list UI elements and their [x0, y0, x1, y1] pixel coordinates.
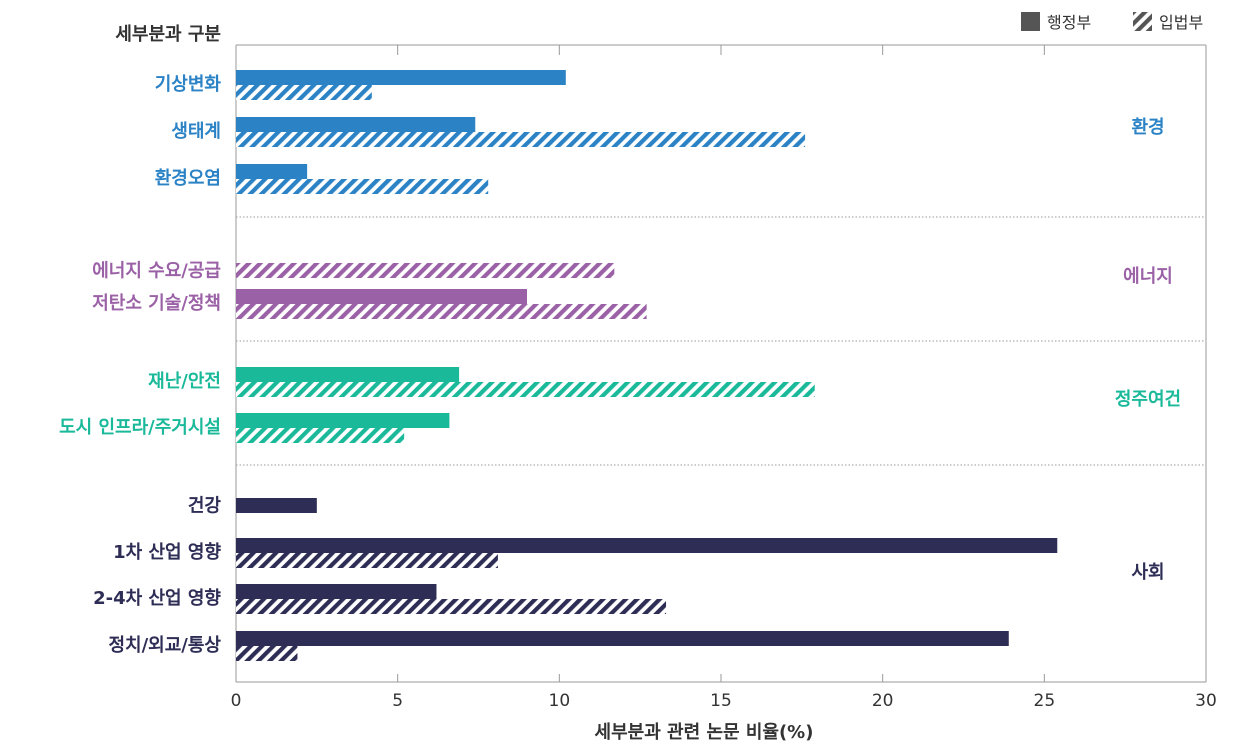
bar-입법부: [236, 132, 806, 147]
legend-swatch-입법부: [1133, 12, 1152, 31]
category-label: 생태계: [171, 121, 221, 142]
bar-행정부: [236, 164, 308, 179]
bar-행정부: [236, 367, 460, 382]
x-tick-label: 30: [1195, 691, 1217, 711]
category-label: 1차 산업 영향: [113, 542, 221, 563]
bar-입법부: [236, 263, 615, 278]
category-label: 저탄소 기술/정책: [92, 293, 221, 314]
category-label: 도시 인프라/주거시설: [59, 417, 221, 438]
bar-입법부: [236, 553, 498, 568]
bar-행정부: [236, 413, 450, 428]
x-tick-label: 25: [1034, 691, 1056, 711]
category-label: 2-4차 산업 영향: [93, 588, 221, 609]
bar-행정부: [236, 70, 566, 85]
x-tick-label: 10: [549, 691, 571, 711]
group-label: 환경: [1131, 116, 1164, 138]
category-label: 건강: [188, 496, 222, 517]
x-axis-title: 세부분과 관련 논문 비율(%): [595, 722, 814, 743]
bar-입법부: [236, 599, 667, 614]
legend-label-입법부: 입법부: [1159, 13, 1203, 32]
bar-입법부: [236, 179, 489, 194]
x-tick-label: 5: [392, 691, 403, 711]
category-label: 재난/안전: [148, 371, 221, 392]
bar-입법부: [236, 646, 298, 661]
bar-행정부: [236, 498, 317, 513]
bar-입법부: [236, 382, 815, 397]
category-label: 정치/외교/통상: [108, 635, 221, 656]
bar-입법부: [236, 304, 647, 319]
bar-행정부: [236, 584, 437, 599]
legend-label-행정부: 행정부: [1047, 13, 1091, 32]
x-tick-label: 20: [872, 691, 894, 711]
bar-행정부: [236, 289, 527, 304]
bar-행정부: [236, 117, 476, 132]
category-label: 에너지 수요/공급: [92, 261, 221, 282]
bar-행정부: [236, 538, 1058, 553]
group-label: 에너지: [1123, 266, 1173, 287]
x-tick-label: 0: [231, 691, 242, 711]
bar-행정부: [236, 631, 1009, 646]
group-label: 사회: [1131, 562, 1164, 583]
legend-swatch-행정부: [1021, 12, 1040, 31]
bar-입법부: [236, 85, 372, 100]
x-tick-label: 15: [710, 691, 732, 711]
category-label: 환경오염: [155, 167, 221, 189]
bar-입법부: [236, 428, 405, 443]
category-header: 세부분과 구분: [115, 24, 221, 45]
category-label: 기상변화: [155, 74, 222, 95]
group-label: 정주여건: [1115, 389, 1181, 410]
